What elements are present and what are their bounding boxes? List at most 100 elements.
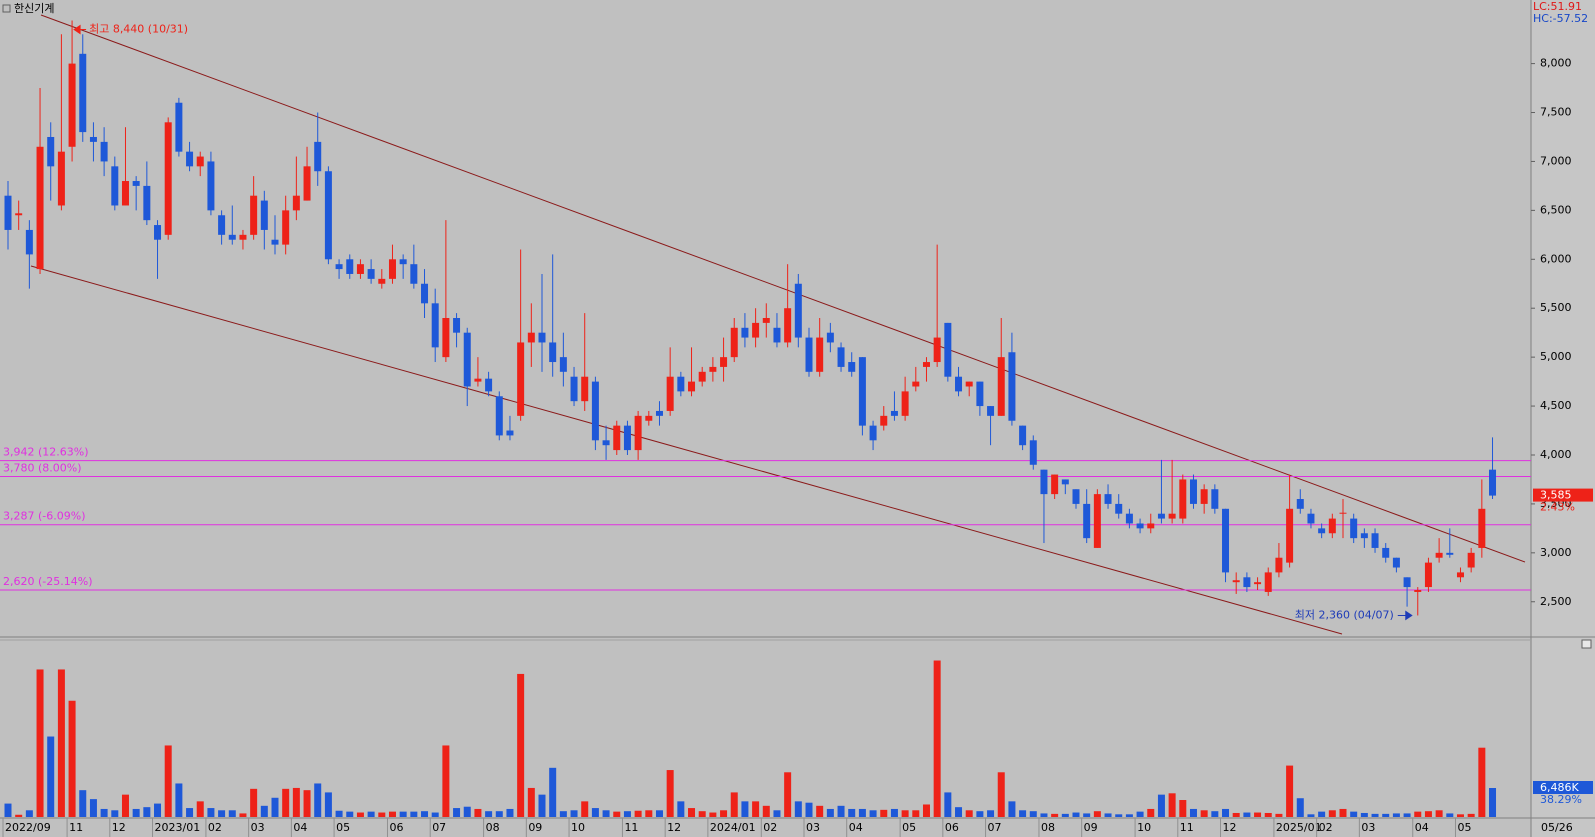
candle-body [1339, 512, 1347, 514]
x-tick-label: 04 [849, 821, 863, 834]
candle-body [1403, 577, 1411, 588]
candle-body [1371, 533, 1379, 548]
x-tick-label: 06 [945, 821, 959, 834]
volume-bar [154, 803, 162, 817]
candle-body [709, 366, 717, 372]
candle-body [79, 53, 87, 133]
candle-body [1254, 582, 1262, 585]
candle-body [4, 195, 12, 230]
candle-body [634, 415, 642, 451]
volume-bar [666, 770, 674, 817]
volume-bar [346, 811, 354, 817]
volume-bar [773, 810, 781, 817]
volume-bar [1157, 794, 1165, 817]
volume-bar [816, 805, 824, 817]
volume-bar [4, 803, 12, 817]
volume-bar [367, 811, 375, 817]
candle-body [164, 122, 172, 235]
high-arrow [73, 24, 87, 35]
volume-bar [944, 792, 952, 817]
candle-body [1456, 572, 1464, 578]
candle-body [730, 327, 738, 358]
candle-body [463, 332, 471, 387]
candle-body [57, 151, 65, 206]
candle-body [1051, 474, 1059, 495]
volume-bar [1424, 811, 1432, 817]
volume-bar [976, 811, 984, 817]
candle-body [1019, 425, 1027, 446]
x-tick-label: 11 [1180, 821, 1194, 834]
candle-body [207, 161, 215, 211]
volume-bar [324, 792, 332, 817]
candle-body [47, 136, 55, 167]
volume-bar [1232, 812, 1240, 817]
volume-bar [442, 745, 450, 817]
volume-bar [1189, 808, 1197, 817]
last-volume-box [1533, 781, 1593, 795]
candle-body [591, 381, 599, 441]
x-tick-label: 02 [208, 821, 222, 834]
indicator-hc: HC:-57.52 [1533, 12, 1588, 25]
volume-bar [474, 808, 482, 817]
close-panel-button[interactable] [1581, 639, 1592, 649]
volume-bar [303, 790, 311, 817]
volume-bar [1029, 811, 1037, 817]
volume-bar [955, 807, 963, 817]
candle-body [1093, 494, 1101, 548]
x-tick-label: 08 [486, 821, 500, 834]
candle-body [752, 322, 760, 338]
volume-bar [1179, 800, 1187, 817]
chart-title: 한신기계 [14, 2, 54, 15]
candle-body [1083, 503, 1091, 539]
x-tick-label: 08 [1041, 821, 1055, 834]
volume-bar [549, 767, 557, 817]
volume-bar [997, 772, 1005, 817]
volume-bar [431, 812, 439, 817]
candle-body [559, 357, 567, 372]
volume-bar [634, 810, 642, 817]
candle-body [1157, 513, 1165, 519]
low-arrow [1397, 610, 1413, 621]
volume-bar [741, 801, 749, 817]
volume-bar [1307, 814, 1315, 817]
y-tick-label: 7,500 [1540, 106, 1572, 119]
volume-bar [388, 811, 396, 817]
x-tick-label: 12 [1223, 821, 1237, 834]
candle-body [218, 215, 226, 235]
volume-bar [1093, 811, 1101, 817]
volume-bar [1254, 812, 1262, 817]
volume-bar [1328, 810, 1336, 817]
candle-body [655, 410, 663, 416]
volume-bar [602, 810, 610, 817]
candle-body [121, 181, 129, 206]
x-tick-label: 04 [293, 821, 307, 834]
x-tick-label: 11 [624, 821, 638, 834]
candle-body [858, 357, 866, 426]
candle-body [965, 381, 973, 387]
candle-body [848, 362, 856, 372]
candle-body [1072, 489, 1080, 504]
volume-bar [282, 788, 290, 817]
candle-body [773, 327, 781, 343]
candle-body [816, 337, 824, 372]
right-axis-panel [1531, 0, 1595, 837]
volume-bar [1115, 814, 1123, 817]
volume-bar [132, 808, 140, 817]
x-tick-label: 06 [389, 821, 403, 834]
candle-body [250, 195, 258, 235]
candle-body [613, 425, 621, 451]
candle-body [303, 166, 311, 201]
volume-bar [100, 808, 108, 817]
candle-body [314, 141, 322, 172]
volume-bar [1136, 811, 1144, 817]
candle-body [68, 63, 76, 147]
candle-body [987, 406, 995, 416]
volume-bar [250, 788, 258, 817]
candle-body [1243, 577, 1251, 588]
volume-bar [1360, 812, 1368, 817]
x-tick-label: 10 [1137, 821, 1151, 834]
volume-bar [89, 799, 97, 817]
candle-body [143, 185, 151, 221]
volume-bar [613, 811, 621, 817]
volume-bar [207, 808, 215, 817]
